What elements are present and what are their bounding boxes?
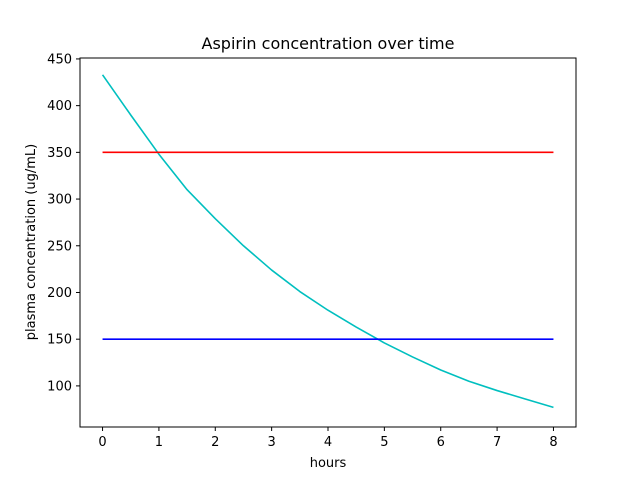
x-axis: 0 1 2 3 4 5 6 7 8 bbox=[98, 427, 558, 450]
chart-title: Aspirin concentration over time bbox=[202, 34, 455, 53]
y-tick-label: 350 bbox=[47, 146, 72, 161]
y-axis-label: plasma concentration (ug/mL) bbox=[24, 144, 39, 340]
x-axis-label: hours bbox=[310, 456, 347, 471]
y-tick-label: 150 bbox=[47, 333, 72, 348]
x-tick-label: 7 bbox=[493, 435, 501, 450]
y-tick-label: 250 bbox=[47, 239, 72, 254]
x-tick-label: 3 bbox=[267, 435, 275, 450]
plot-area bbox=[101, 74, 554, 409]
x-tick-label: 2 bbox=[211, 435, 219, 450]
x-tick-label: 4 bbox=[324, 435, 332, 450]
y-axis: 100 150 200 250 300 350 400 450 bbox=[47, 52, 80, 394]
x-tick-label: 0 bbox=[98, 435, 106, 450]
x-tick-label: 8 bbox=[549, 435, 557, 450]
y-tick-label: 200 bbox=[47, 286, 72, 301]
y-tick-label: 400 bbox=[47, 99, 72, 114]
y-tick-label: 100 bbox=[47, 379, 72, 394]
x-tick-label: 6 bbox=[437, 435, 445, 450]
series-line-1 bbox=[101, 74, 554, 409]
y-tick-label: 450 bbox=[47, 52, 72, 67]
x-tick-label: 1 bbox=[155, 435, 163, 450]
x-tick-label: 5 bbox=[380, 435, 388, 450]
y-tick-label: 300 bbox=[47, 193, 72, 208]
